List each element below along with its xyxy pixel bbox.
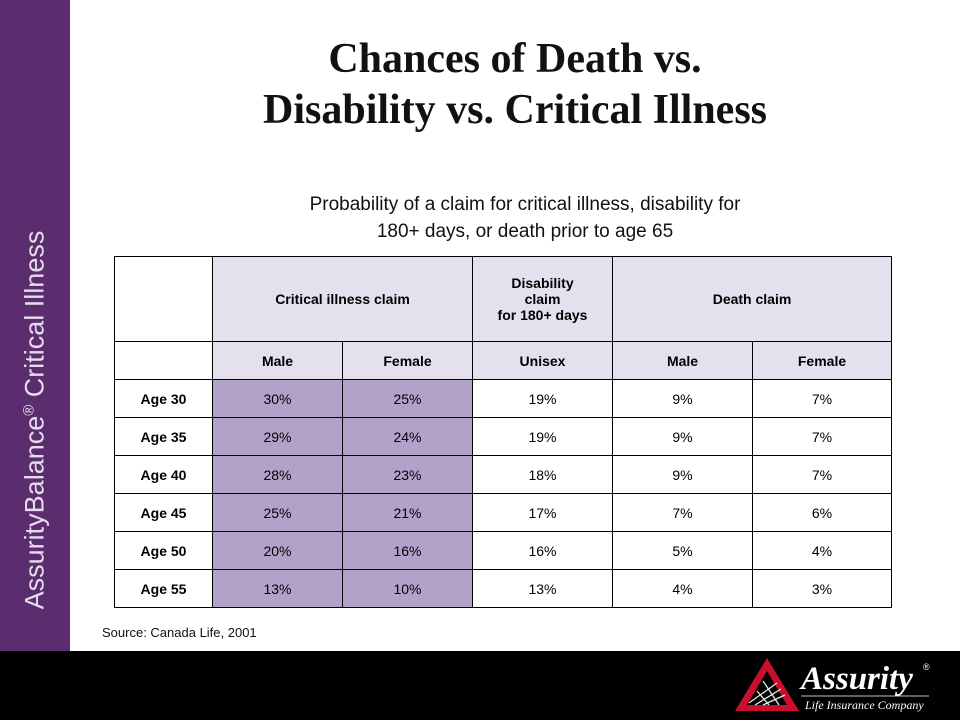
table-cell: 5% xyxy=(612,531,753,570)
subheader-cell: Male xyxy=(612,341,753,380)
table-cell: 30% xyxy=(212,379,343,418)
table-cell: 29% xyxy=(212,417,343,456)
table-cell: 23% xyxy=(342,455,473,494)
title-line-1: Chances of Death vs. xyxy=(328,36,702,82)
table-row: Age 35 29% 24% 19% 9% 7% xyxy=(114,417,892,456)
header-death-claim: Death claim xyxy=(612,256,892,342)
table-cell: 16% xyxy=(342,531,473,570)
table-row: Age 50 20% 16% 16% 5% 4% xyxy=(114,531,892,570)
subheader-cell: Female xyxy=(752,341,892,380)
subheader-blank-cell xyxy=(114,341,213,380)
logo-registered-mark: ® xyxy=(923,662,930,672)
claim-probability-table: Critical illness claim Disability claim … xyxy=(114,256,892,608)
header-disability: Disability claim for 180+ days xyxy=(472,256,613,342)
table-cell: 19% xyxy=(472,417,613,456)
sidebar-product-name: Critical Illness xyxy=(19,230,50,405)
table-cell: 10% xyxy=(342,569,473,608)
header-disability-line-3: for 180+ days xyxy=(497,307,588,323)
sidebar-brand-text: AssurityBalance® Critical Illness xyxy=(20,231,51,610)
header-disability-line-2: claim xyxy=(524,291,561,307)
table-cell: 19% xyxy=(472,379,613,418)
table-cell: 24% xyxy=(342,417,473,456)
table-cell: 25% xyxy=(212,493,343,532)
table-subtitle: Probability of a claim for critical illn… xyxy=(200,191,850,245)
table-cell: 25% xyxy=(342,379,473,418)
sidebar-brand-name: AssurityBalance xyxy=(19,415,50,610)
row-label: Age 40 xyxy=(114,455,213,494)
sidebar-band: AssurityBalance® Critical Illness xyxy=(0,0,70,651)
table-cell: 21% xyxy=(342,493,473,532)
header-disability-line-1: Disability xyxy=(511,275,574,291)
table-group-header-row: Critical illness claim Disability claim … xyxy=(114,256,892,342)
table-cell: 7% xyxy=(752,417,892,456)
table-row: Age 55 13% 10% 13% 4% 3% xyxy=(114,569,892,608)
row-label: Age 30 xyxy=(114,379,213,418)
subheader-cell: Male xyxy=(212,341,343,380)
table-cell: 7% xyxy=(612,493,753,532)
row-label: Age 55 xyxy=(114,569,213,608)
header-critical-illness: Critical illness claim xyxy=(212,256,473,342)
subheader-cell: Unisex xyxy=(472,341,613,380)
assurity-logo: Assurity ® Life Insurance Company xyxy=(735,658,930,712)
table-cell: 13% xyxy=(212,569,343,608)
logo-tagline: Life Insurance Company xyxy=(804,698,924,712)
table-row: Age 40 28% 23% 18% 9% 7% xyxy=(114,455,892,494)
registered-mark: ® xyxy=(20,404,38,416)
table-subheader-row: Male Female Unisex Male Female xyxy=(114,341,892,380)
table-cell: 20% xyxy=(212,531,343,570)
table-row: Age 30 30% 25% 19% 9% 7% xyxy=(114,379,892,418)
table-cell: 7% xyxy=(752,455,892,494)
assurity-triangle-icon xyxy=(735,658,799,711)
title-line-2: Disability vs. Critical Illness xyxy=(262,87,768,133)
table-cell: 3% xyxy=(752,569,892,608)
row-label: Age 45 xyxy=(114,493,213,532)
subheader-cell: Female xyxy=(342,341,473,380)
subtitle-line-2: 180+ days, or death prior to age 65 xyxy=(376,221,674,242)
table-cell: 17% xyxy=(472,493,613,532)
table-cell: 13% xyxy=(472,569,613,608)
footer-bar: Assurity ® Life Insurance Company xyxy=(0,651,960,720)
row-label: Age 35 xyxy=(114,417,213,456)
table-row: Age 45 25% 21% 17% 7% 6% xyxy=(114,493,892,532)
table-cell: 9% xyxy=(612,417,753,456)
table-cell: 16% xyxy=(472,531,613,570)
table-cell: 18% xyxy=(472,455,613,494)
table-cell: 4% xyxy=(752,531,892,570)
row-label: Age 50 xyxy=(114,531,213,570)
table-cell: 6% xyxy=(752,493,892,532)
table-cell: 4% xyxy=(612,569,753,608)
page-title: Chances of Death vs. Disability vs. Crit… xyxy=(90,34,940,136)
table-cell: 9% xyxy=(612,379,753,418)
logo-wordmark: Assurity xyxy=(799,661,913,697)
table-cell: 7% xyxy=(752,379,892,418)
subtitle-line-1: Probability of a claim for critical illn… xyxy=(309,194,741,215)
source-citation: Source: Canada Life, 2001 xyxy=(102,625,257,640)
table-corner-cell xyxy=(114,256,213,342)
table-cell: 28% xyxy=(212,455,343,494)
table-cell: 9% xyxy=(612,455,753,494)
